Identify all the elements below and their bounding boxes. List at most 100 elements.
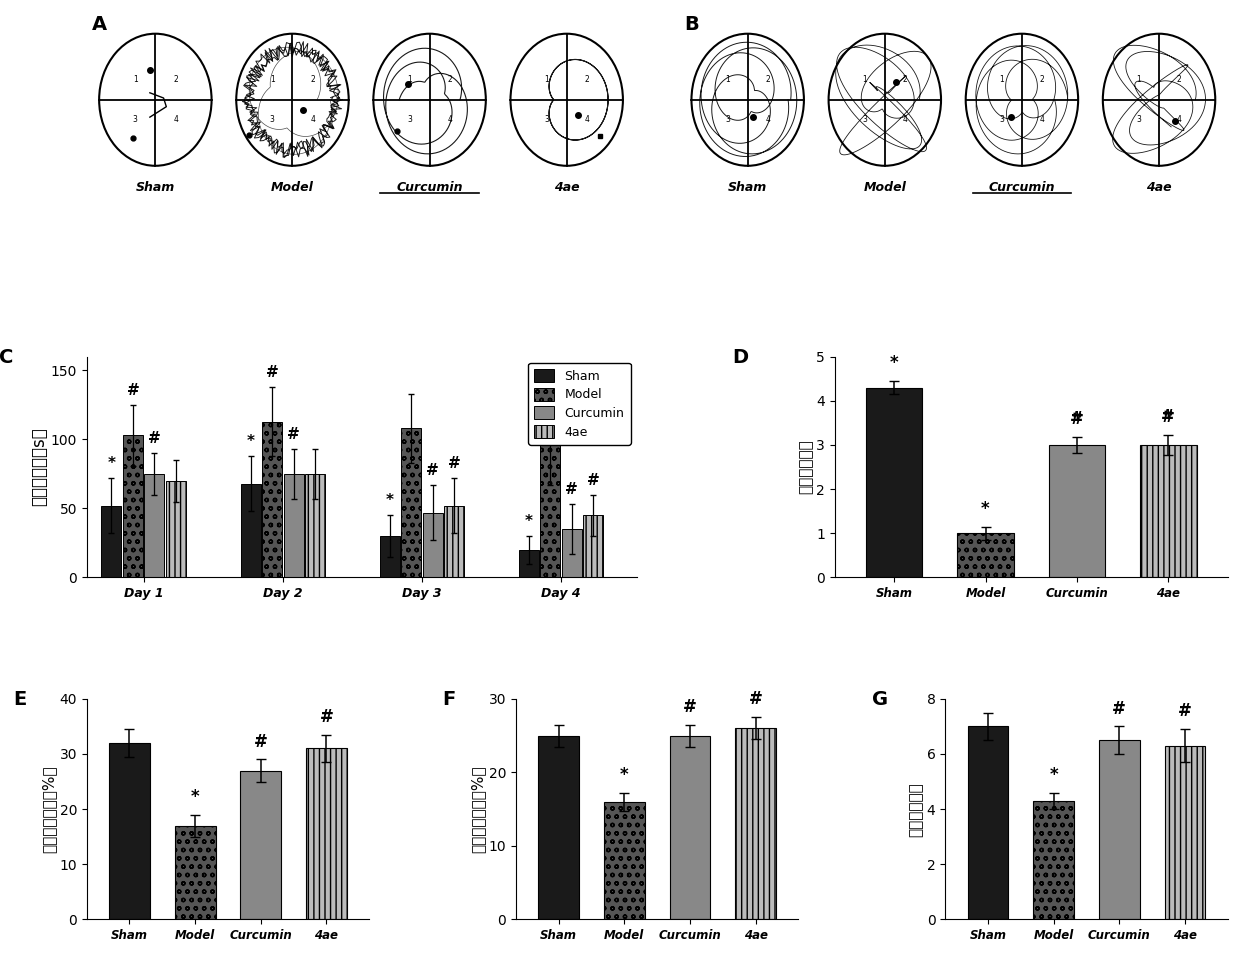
Bar <box>967 727 1008 919</box>
Text: 1: 1 <box>1136 76 1141 85</box>
Bar <box>562 529 582 577</box>
Bar <box>538 736 579 919</box>
Text: #: # <box>565 483 578 497</box>
Text: 1: 1 <box>407 76 412 85</box>
Bar <box>305 474 325 577</box>
Text: *: * <box>108 456 115 471</box>
Text: Model: Model <box>272 181 314 195</box>
Y-axis label: 逃避潜伏期（s）: 逃避潜伏期（s） <box>30 428 48 506</box>
Text: #: # <box>448 456 460 471</box>
Bar <box>241 771 281 919</box>
Text: #: # <box>126 383 139 398</box>
Text: 4: 4 <box>310 115 315 125</box>
Text: E: E <box>14 690 26 709</box>
Y-axis label: 平台穿越次数: 平台穿越次数 <box>799 440 813 494</box>
Text: #: # <box>587 473 599 487</box>
Text: *: * <box>1049 766 1058 784</box>
Bar <box>444 506 464 577</box>
Text: 4: 4 <box>174 115 179 125</box>
Text: 4ae: 4ae <box>554 181 579 195</box>
Bar <box>1164 745 1205 919</box>
Text: 2: 2 <box>1177 76 1182 85</box>
Text: #: # <box>427 463 439 478</box>
Legend: Sham, Model, Curcumin, 4ae: Sham, Model, Curcumin, 4ae <box>528 363 630 445</box>
Text: 3: 3 <box>407 115 412 125</box>
Text: 2: 2 <box>765 76 770 85</box>
Text: 1: 1 <box>862 76 867 85</box>
Text: 2: 2 <box>903 76 908 85</box>
Text: #: # <box>683 698 697 716</box>
Bar <box>583 516 603 577</box>
Bar <box>241 484 260 577</box>
Bar <box>518 550 538 577</box>
Bar <box>957 533 1014 577</box>
Text: Model: Model <box>863 181 906 195</box>
Text: #: # <box>749 691 763 708</box>
Bar <box>284 474 304 577</box>
Text: 1: 1 <box>999 76 1004 85</box>
Text: Curcumin: Curcumin <box>988 181 1055 195</box>
Text: 2: 2 <box>1040 76 1044 85</box>
Text: 3: 3 <box>862 115 867 125</box>
Bar <box>1033 801 1074 919</box>
Bar <box>123 435 143 577</box>
Bar <box>1099 740 1140 919</box>
Text: 4: 4 <box>584 115 589 125</box>
Text: 1: 1 <box>270 76 274 85</box>
Bar <box>541 444 560 577</box>
Text: #: # <box>320 707 334 726</box>
Bar <box>102 506 122 577</box>
Text: #: # <box>148 431 161 447</box>
Text: F: F <box>443 690 456 709</box>
Text: *: * <box>890 354 899 372</box>
Y-axis label: 目标象限时间（%）: 目标象限时间（%） <box>42 766 57 853</box>
Text: 2: 2 <box>174 76 179 85</box>
Bar <box>306 748 347 919</box>
Text: *: * <box>525 514 533 529</box>
Y-axis label: 目标象限距离（%）: 目标象限距离（%） <box>471 766 486 853</box>
Bar <box>423 513 443 577</box>
Bar <box>735 728 776 919</box>
Text: #: # <box>254 733 268 750</box>
Text: #: # <box>1070 411 1084 428</box>
Text: *: * <box>981 500 990 518</box>
Bar <box>1049 445 1105 577</box>
Text: *: * <box>1073 411 1081 428</box>
Bar <box>262 421 281 577</box>
Text: #: # <box>1112 700 1126 717</box>
Text: *: * <box>620 766 629 784</box>
Text: #: # <box>265 365 279 380</box>
Text: 3: 3 <box>1136 115 1141 125</box>
Text: *: * <box>247 434 254 450</box>
Text: 3: 3 <box>725 115 730 125</box>
Bar <box>401 428 422 577</box>
Text: 3: 3 <box>544 115 549 125</box>
Text: 2: 2 <box>448 76 453 85</box>
Text: 2: 2 <box>584 76 589 85</box>
Text: 3: 3 <box>999 115 1004 125</box>
Text: 4: 4 <box>903 115 908 125</box>
Bar <box>175 826 216 919</box>
Text: 4: 4 <box>1039 115 1044 125</box>
Text: *: * <box>191 788 200 806</box>
Text: C: C <box>0 348 14 367</box>
Bar <box>109 743 150 919</box>
Text: 1: 1 <box>133 76 138 85</box>
Text: #: # <box>288 427 300 442</box>
Text: 3: 3 <box>270 115 275 125</box>
Text: D: D <box>733 348 749 367</box>
Bar <box>166 481 186 577</box>
Text: #: # <box>1162 409 1176 426</box>
Text: *: * <box>386 493 393 509</box>
Text: 2: 2 <box>310 76 315 85</box>
Text: 4: 4 <box>765 115 770 125</box>
Text: #: # <box>1178 703 1192 720</box>
Bar <box>670 736 711 919</box>
Text: *: * <box>1164 409 1173 426</box>
Text: 1: 1 <box>725 76 730 85</box>
Text: A: A <box>92 15 108 34</box>
Bar <box>144 474 165 577</box>
Text: Curcumin: Curcumin <box>397 181 463 195</box>
Text: 1: 1 <box>544 76 549 85</box>
Bar <box>1140 445 1197 577</box>
